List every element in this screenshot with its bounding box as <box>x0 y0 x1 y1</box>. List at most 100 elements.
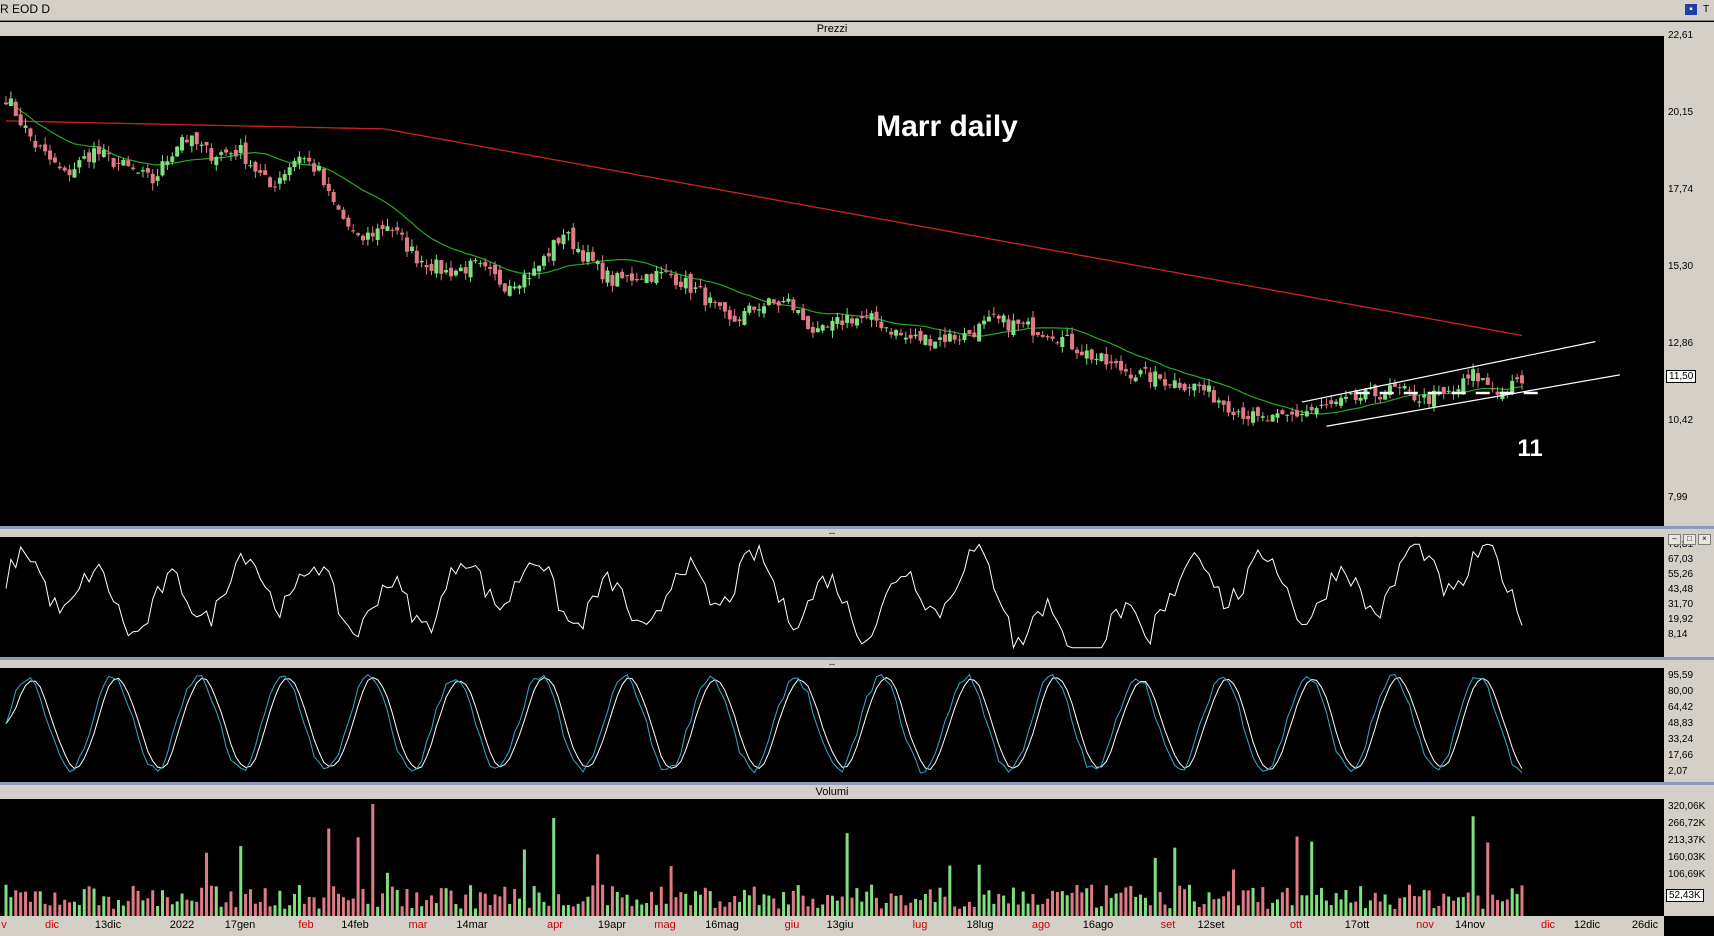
panel-separator[interactable] <box>0 782 1714 785</box>
date-tick-label: v <box>1 919 7 931</box>
volume-bar <box>527 907 531 916</box>
date-tick-label: 14nov <box>1455 919 1485 931</box>
volume-bar <box>234 907 238 916</box>
window-title-bar: R EOD D ▪ T <box>0 0 1714 21</box>
price-panel-header: Prezzi <box>0 22 1664 36</box>
volume-bar <box>1447 896 1451 916</box>
volume-bar <box>288 905 292 916</box>
volume-bar <box>112 908 116 916</box>
candle-body <box>512 286 517 289</box>
volume-bar <box>102 896 106 916</box>
volume-bar <box>972 907 976 916</box>
candle-body <box>835 317 840 325</box>
candle-body <box>527 278 532 280</box>
volume-bar <box>63 899 67 916</box>
price-chart[interactable]: Marr daily 11 <box>0 36 1664 526</box>
candle-body <box>1187 387 1192 389</box>
volume-bar <box>596 854 600 916</box>
candle-body <box>1202 384 1207 391</box>
panel-separator[interactable] <box>0 526 1714 529</box>
volume-bar <box>1256 902 1260 916</box>
volume-bar <box>884 902 888 916</box>
candle-body <box>346 217 351 227</box>
volume-bar <box>175 901 179 916</box>
candle-body <box>224 149 229 153</box>
volume-bar <box>327 828 331 916</box>
date-tick-label: 12dic <box>1573 919 1601 931</box>
volume-bar <box>1398 898 1402 916</box>
candle-body <box>1466 374 1471 379</box>
window-menu-icon[interactable]: ▪ <box>1685 4 1697 15</box>
candle-body <box>507 285 512 296</box>
oscillator-2-chart[interactable] <box>0 668 1664 782</box>
oscillator-1-tick-label: 19,92 <box>1668 614 1694 625</box>
volume-bar <box>1422 889 1426 916</box>
volume-bar <box>762 894 766 916</box>
osc1-panel-title: -- <box>829 528 835 538</box>
volume-bar <box>283 908 287 916</box>
volume-bar <box>1452 900 1456 916</box>
volume-bar <box>840 896 844 916</box>
candle-body <box>419 260 424 263</box>
volume-bar <box>1520 885 1524 916</box>
volume-bar <box>1295 836 1299 916</box>
volume-bar <box>1129 886 1133 916</box>
candle-body <box>48 150 53 160</box>
candle-body <box>253 161 258 172</box>
panel-separator[interactable] <box>0 657 1714 660</box>
volume-bar <box>258 901 262 916</box>
volume-chart[interactable] <box>0 799 1664 916</box>
date-tick-label: 17gen <box>224 919 256 931</box>
close-panel-icon[interactable]: × <box>1698 534 1711 545</box>
minimize-panel-icon[interactable]: – <box>1668 534 1681 545</box>
candle-body <box>1104 353 1109 365</box>
date-tick-label: 16ago <box>1082 919 1114 931</box>
price-tick-label: 15,30 <box>1668 261 1694 272</box>
candle-body <box>1089 349 1094 360</box>
price-tick-label: 17,74 <box>1668 184 1694 195</box>
candle-body <box>400 232 405 235</box>
volume-bar <box>322 897 326 916</box>
volume-bar <box>1305 895 1309 916</box>
candle-body <box>786 298 791 302</box>
volume-bar <box>767 895 771 916</box>
candle-body <box>771 299 776 303</box>
candle-body <box>101 149 106 157</box>
volume-bar <box>904 905 908 916</box>
candle-body <box>233 149 238 157</box>
volume-bar <box>9 897 13 916</box>
volume-bar <box>1051 890 1055 916</box>
volume-bar <box>224 902 228 916</box>
volume-axis: 320,06K 266,72K 213,37K 160,03K 106,69K 52,43… <box>1664 785 1714 916</box>
volume-bar <box>742 889 746 916</box>
osc2-panel-title: -- <box>829 659 835 669</box>
volume-bar <box>738 901 742 916</box>
volume-bar <box>493 894 497 916</box>
volume-bar <box>1417 896 1421 916</box>
candle-body <box>693 287 698 289</box>
volume-bar <box>958 908 962 916</box>
volume-bar <box>1173 847 1177 916</box>
volume-bar <box>121 905 125 916</box>
candle-body <box>874 311 879 321</box>
candle-body <box>360 235 365 241</box>
candle-body <box>556 237 561 244</box>
candle-body <box>629 273 634 281</box>
candle-body <box>1040 334 1045 337</box>
candle-body <box>341 209 346 219</box>
volume-bar <box>865 891 869 916</box>
candle-body <box>1480 378 1485 380</box>
volume-bar <box>116 900 120 916</box>
volume-bar <box>229 891 233 916</box>
window-restore-icon[interactable]: T <box>1702 4 1710 15</box>
oscillator-1-chart[interactable] <box>0 537 1664 657</box>
candle-body <box>478 263 483 265</box>
volume-bar <box>816 907 820 916</box>
volume-bar <box>1109 897 1113 916</box>
candle-body <box>923 334 928 345</box>
volume-bar <box>1505 899 1509 916</box>
candle-body <box>1290 411 1295 415</box>
maximize-panel-icon[interactable]: □ <box>1683 534 1696 545</box>
volume-bar <box>987 890 991 916</box>
oscillator-1-line <box>5 543 1523 650</box>
